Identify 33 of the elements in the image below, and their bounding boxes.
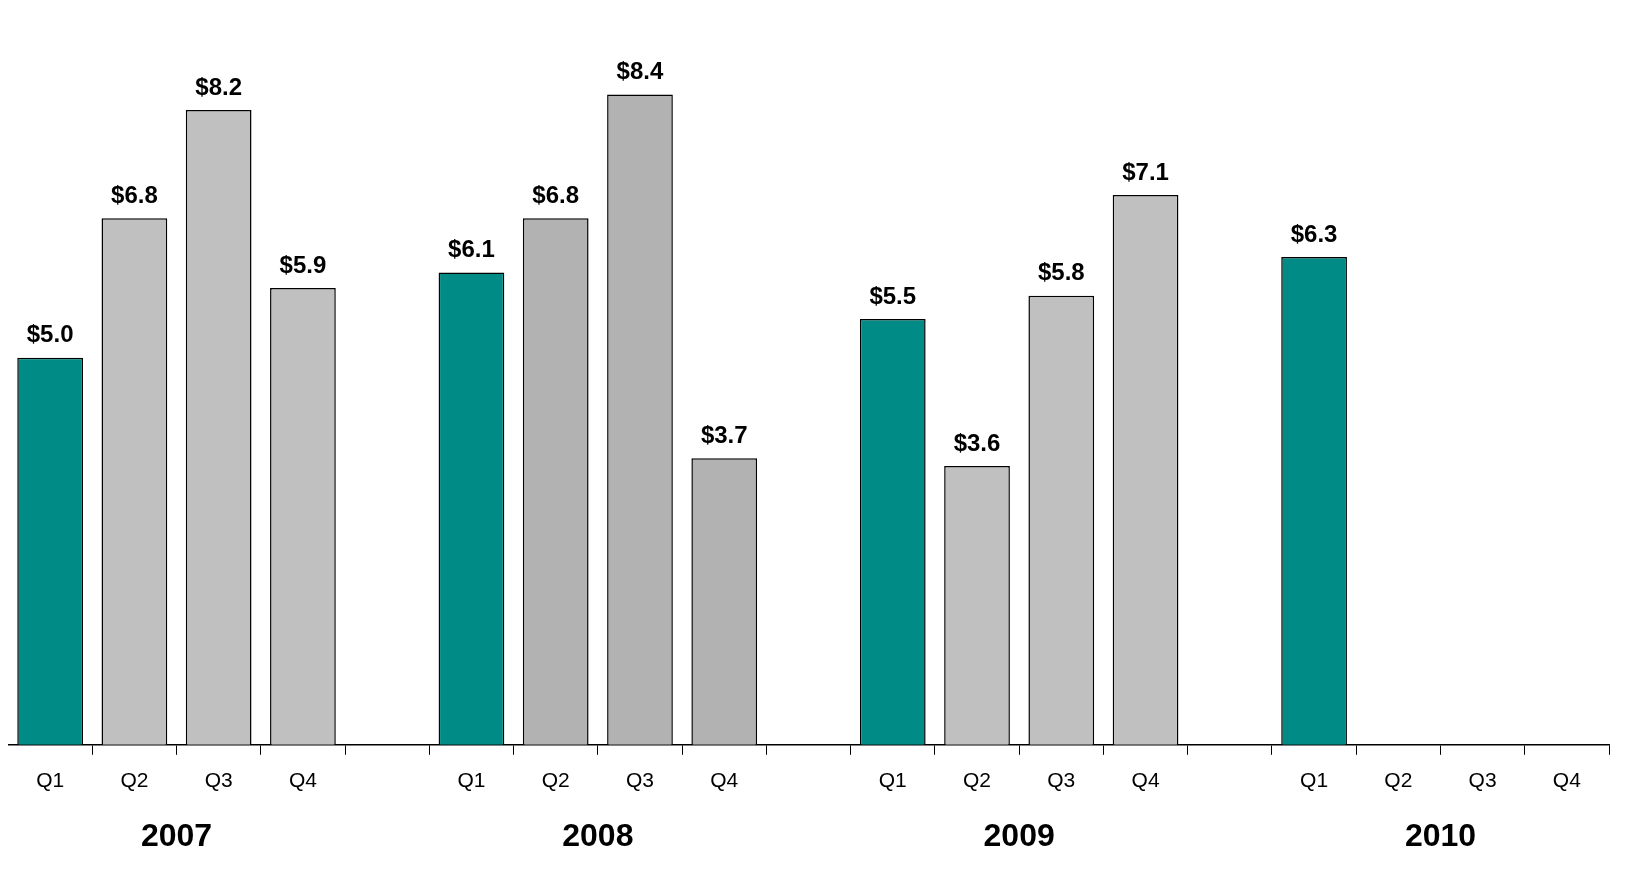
- data-label: $8.2: [195, 72, 243, 100]
- x-tick-label: Q4: [1552, 768, 1582, 792]
- data-label: $3.7: [700, 420, 748, 448]
- data-label: $5.9: [279, 250, 327, 278]
- x-tick-label: Q3: [1047, 768, 1076, 792]
- x-tick-label: Q3: [204, 768, 233, 792]
- x-tick-label: Q1: [457, 768, 486, 792]
- x-tick-label: Q2: [541, 768, 570, 792]
- x-tick-label: Q3: [625, 768, 654, 792]
- x-tick-label: Q1: [1300, 768, 1329, 792]
- x-tick-label: Q4: [1131, 768, 1160, 792]
- x-tick-label: Q1: [36, 768, 65, 792]
- data-label: $8.4: [616, 57, 664, 85]
- x-tick-label: Q2: [1384, 768, 1413, 792]
- data-label: $3.6: [953, 428, 1001, 456]
- data-label: $6.8: [111, 180, 158, 208]
- data-label: $5.5: [869, 281, 917, 309]
- x-tick-label: Q2: [120, 768, 149, 792]
- x-tick-label: Q1: [878, 768, 907, 792]
- data-label: $5.8: [1037, 258, 1085, 286]
- text: 2009: [983, 816, 1055, 853]
- x-tick-label: Q4: [288, 768, 318, 792]
- x-tick-label: Q4: [710, 768, 739, 792]
- text: 2007: [140, 816, 213, 853]
- data-label: $7.1: [1122, 157, 1169, 185]
- text: 2008: [562, 816, 634, 853]
- text: 2010: [1404, 816, 1477, 853]
- x-tick-label: Q3: [1468, 768, 1497, 792]
- data-label: $6.8: [532, 180, 580, 208]
- data-label: $6.1: [448, 235, 495, 263]
- data-label: $5.0: [26, 320, 74, 348]
- x-tick-label: Q2: [963, 768, 992, 792]
- data-label: $6.3: [1290, 219, 1338, 247]
